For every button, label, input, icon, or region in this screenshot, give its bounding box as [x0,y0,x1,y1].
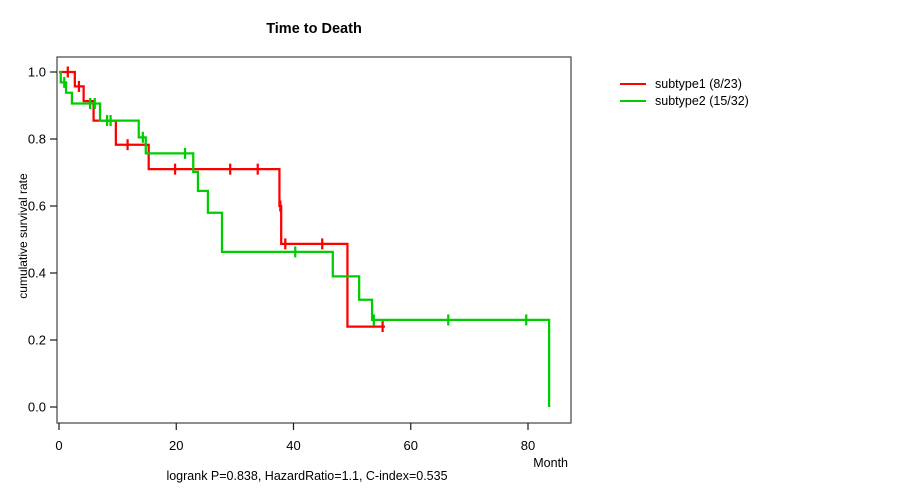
legend-label-subtype1: subtype1 (8/23) [655,77,742,91]
legend-label-subtype2: subtype2 (15/32) [655,94,749,108]
legend-line-subtype2 [620,99,646,103]
plot-border [56,56,572,424]
legend: subtype1 (8/23) subtype2 (15/32) [620,77,749,108]
y-tick-label: 1.0 [28,65,46,80]
y-axis-label: cumulative survival rate [16,173,30,299]
y-tick-label: 0.8 [28,132,46,147]
legend-item-subtype1: subtype1 (8/23) [620,77,749,91]
chart-title: Time to Death [266,21,362,37]
x-tick-label: 40 [286,438,300,453]
x-tick-label: 60 [404,438,418,453]
x-tick-label: 0 [55,438,62,453]
survival-curve-subtype2 [59,70,551,407]
x-axis-label: Month [533,456,568,470]
y-tick-label: 0.4 [28,266,46,281]
y-tick-label: 0.6 [28,199,46,214]
y-tick-label: 0.0 [28,400,46,415]
y-tick-label: 0.2 [28,333,46,348]
survival-curve-subtype1 [59,70,385,328]
x-tick-label: 20 [169,438,183,453]
stats-footnote: logrank P=0.838, HazardRatio=1.1, C-inde… [166,469,448,483]
x-tick-label: 80 [521,438,535,453]
legend-item-subtype2: subtype2 (15/32) [620,94,749,108]
legend-line-subtype1 [620,82,646,86]
